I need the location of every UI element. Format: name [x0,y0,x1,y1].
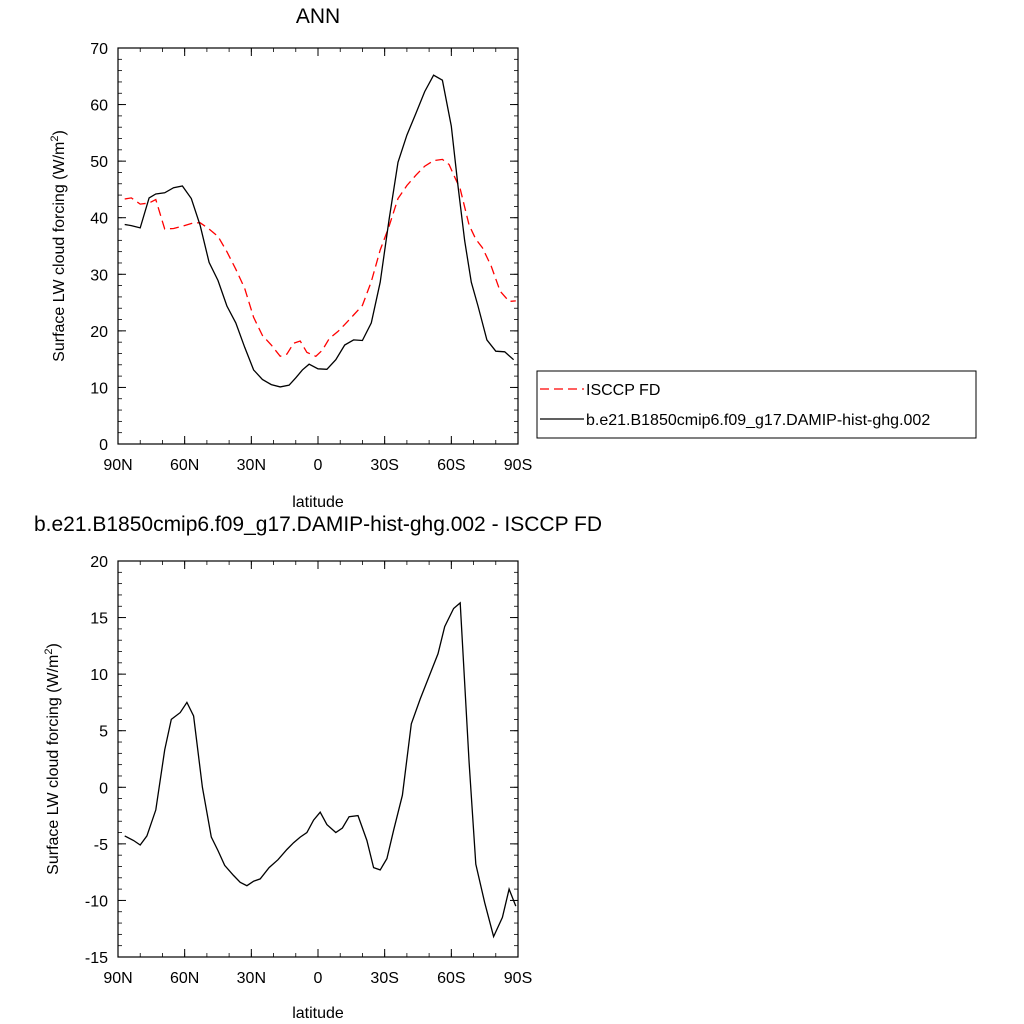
y-tick-label: 10 [90,667,108,684]
y-tick-label: 60 [90,98,108,115]
panel2-title: b.e21.B1850cmip6.f09_g17.DAMIP-hist-ghg.… [34,513,602,536]
x-tick-label: 90S [504,457,532,474]
y-tick-label: 0 [99,437,108,454]
x-tick-label: 90N [103,457,132,474]
panel2-ticks [117,560,519,958]
series-line-1 [124,601,517,939]
y-tick-label: 20 [90,554,108,571]
panel1-frame [117,47,519,445]
x-tick-label: 60N [170,457,199,474]
x-tick-label: 30S [370,457,398,474]
panel1-x-tick-labels: 90N 60N 30N 0 30S 60S 90S [103,457,532,474]
y-tick-label: 5 [99,724,108,741]
panel2-x-axis-label: latitude [292,1005,344,1022]
y-tick-label: 15 [90,611,108,628]
x-tick-label: 60S [437,970,465,987]
y-tick-label: -15 [85,950,108,967]
legend: ISCCP FD b.e21.B1850cmip6.f09_g17.DAMIP-… [536,370,977,439]
x-tick-label: 30N [237,970,266,987]
panel2-y-tick-labels: -15 -10 -5 0 5 10 15 20 [85,554,108,967]
panel1-ticks [117,47,519,445]
y-tick-label: 40 [90,211,108,228]
y-tick-label: 10 [90,380,108,397]
x-tick-label: 90S [504,970,532,987]
difference-panel: b.e21.B1850cmip6.f09_g17.DAMIP-hist-ghg.… [34,513,602,1022]
y-tick-label: 70 [90,41,108,58]
x-tick-label: 30N [237,457,266,474]
x-tick-label: 0 [314,970,323,987]
panel1-title: ANN [296,5,340,28]
x-tick-label: 0 [314,457,323,474]
legend-label-isccp: ISCCP FD [586,382,660,399]
series-line-2 [124,74,515,388]
legend-box [536,370,977,439]
y-tick-label: 20 [90,324,108,341]
x-tick-label: 90N [103,970,132,987]
panel1-series [124,74,516,388]
y-tick-label: 50 [90,154,108,171]
panel2-y-axis-label: Surface LW cloud forcing (W/m2) [43,643,62,875]
y-tick-label: -10 [85,893,108,910]
panel2-x-tick-labels: 90N 60N 30N 0 30S 60S 90S [103,970,532,987]
x-tick-label: 60N [170,970,199,987]
panel2-frame [117,560,519,958]
x-tick-label: 60S [437,457,465,474]
panel1-y-axis-label: Surface LW cloud forcing (W/m2) [49,130,68,362]
panel1-x-axis-label: latitude [292,494,344,511]
legend-label-model: b.e21.B1850cmip6.f09_g17.DAMIP-hist-ghg.… [586,412,930,429]
panel1-y-tick-labels: 0 10 20 30 40 50 60 70 [90,41,108,454]
y-tick-label: -5 [94,837,108,854]
y-tick-label: 0 [99,780,108,797]
y-tick-label: 30 [90,267,108,284]
series-line-1 [124,158,516,358]
x-tick-label: 30S [370,970,398,987]
panel2-series [124,601,517,939]
